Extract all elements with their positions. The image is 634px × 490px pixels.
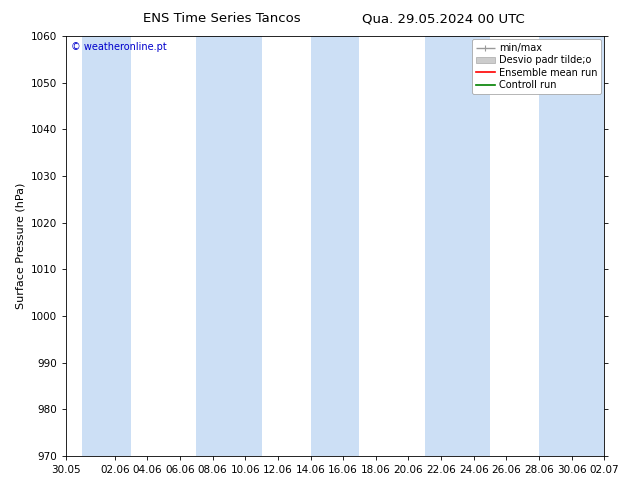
Bar <box>197 36 262 456</box>
Bar <box>311 36 359 456</box>
Bar <box>425 36 490 456</box>
Bar <box>82 36 131 456</box>
Legend: min/max, Desvio padr tilde;o, Ensemble mean run, Controll run: min/max, Desvio padr tilde;o, Ensemble m… <box>472 39 601 94</box>
Text: Qua. 29.05.2024 00 UTC: Qua. 29.05.2024 00 UTC <box>363 12 525 25</box>
Bar <box>539 36 604 456</box>
Text: © weatheronline.pt: © weatheronline.pt <box>71 43 167 52</box>
Y-axis label: Surface Pressure (hPa): Surface Pressure (hPa) <box>15 183 25 309</box>
Text: ENS Time Series Tancos: ENS Time Series Tancos <box>143 12 301 25</box>
